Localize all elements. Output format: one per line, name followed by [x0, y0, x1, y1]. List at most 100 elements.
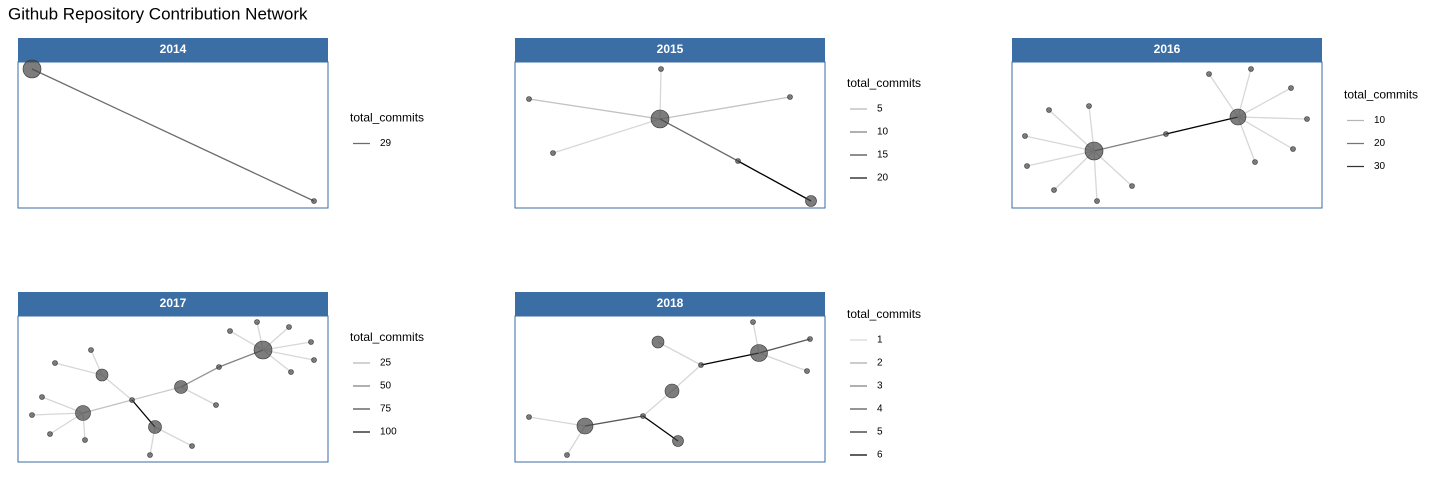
legend-label: 29	[380, 138, 392, 149]
edge	[584, 415, 644, 427]
legend-label: 1	[877, 335, 883, 346]
legend-title: total_commits	[1344, 88, 1418, 102]
node	[564, 452, 570, 458]
panel-title: 2016	[1154, 42, 1181, 56]
node	[147, 452, 153, 458]
node	[787, 94, 793, 100]
legend-title: total_commits	[350, 330, 424, 344]
node	[658, 66, 664, 72]
legend-title: total_commits	[847, 307, 921, 321]
legend-label: 4	[877, 404, 883, 415]
node	[1248, 66, 1254, 72]
node	[1288, 85, 1294, 91]
node	[750, 344, 768, 362]
node	[1084, 141, 1104, 161]
edge	[657, 341, 702, 366]
node	[254, 319, 260, 325]
edge	[642, 415, 679, 442]
edge	[1208, 73, 1239, 118]
node	[1051, 187, 1057, 193]
node	[650, 109, 670, 129]
edge	[1093, 133, 1167, 152]
edge	[528, 98, 661, 120]
edge	[552, 118, 661, 154]
node	[1086, 103, 1092, 109]
legend-label: 6	[877, 450, 883, 461]
node	[576, 417, 594, 435]
legend-label: 100	[380, 427, 397, 438]
edge	[31, 68, 315, 202]
strip	[1012, 38, 1322, 62]
node	[95, 368, 109, 382]
node	[750, 319, 756, 325]
legend-label: 5	[877, 104, 883, 115]
strip	[18, 292, 328, 316]
node	[288, 369, 294, 375]
edge	[1237, 116, 1294, 150]
node	[1206, 71, 1212, 77]
legend-label: 25	[380, 358, 392, 369]
node	[1229, 108, 1247, 126]
edge	[101, 374, 133, 401]
edge	[1237, 116, 1308, 120]
node	[29, 412, 35, 418]
node	[1024, 163, 1030, 169]
node	[550, 150, 556, 156]
legend-label: 75	[380, 404, 392, 415]
legend-label: 15	[877, 150, 889, 161]
edge	[737, 160, 812, 202]
legend-title: total_commits	[847, 76, 921, 90]
legend-label: 20	[1374, 138, 1386, 149]
panel-title: 2015	[657, 42, 684, 56]
node	[1022, 133, 1028, 139]
edge	[1053, 150, 1095, 191]
edge	[1026, 150, 1095, 167]
edge	[154, 426, 193, 447]
legend-title: total_commits	[350, 111, 424, 125]
legend-label: 3	[877, 381, 883, 392]
legend-label: 10	[877, 127, 889, 138]
node	[651, 335, 665, 349]
legend-label: 20	[877, 173, 889, 184]
edge	[31, 412, 84, 416]
node	[1252, 159, 1258, 165]
legend-label: 30	[1374, 161, 1386, 172]
panel-title: 2017	[160, 296, 187, 310]
legend-label: 10	[1374, 115, 1386, 126]
node	[640, 413, 646, 419]
node	[1290, 146, 1296, 152]
node	[286, 324, 292, 330]
node	[1129, 183, 1135, 189]
edge	[180, 366, 220, 388]
node	[75, 405, 91, 421]
edge	[1048, 109, 1095, 152]
node	[1094, 198, 1100, 204]
node	[88, 347, 94, 353]
edge	[54, 362, 103, 376]
node	[82, 437, 88, 443]
edge	[82, 399, 133, 414]
node	[526, 96, 532, 102]
strip	[515, 292, 825, 316]
node	[148, 420, 162, 434]
edge	[131, 386, 182, 401]
panel-title: 2018	[657, 296, 684, 310]
node	[216, 364, 222, 370]
edge	[659, 118, 739, 162]
node	[311, 357, 317, 363]
node	[22, 59, 42, 79]
node	[52, 360, 58, 366]
node	[47, 431, 53, 437]
legend-label: 5	[877, 427, 883, 438]
node	[189, 443, 195, 449]
node	[174, 380, 188, 394]
node	[227, 328, 233, 334]
node	[807, 336, 813, 342]
edge	[700, 352, 760, 366]
node	[308, 339, 314, 345]
edge	[1165, 116, 1239, 135]
node	[672, 435, 684, 447]
edge	[1237, 87, 1292, 118]
node	[129, 397, 135, 403]
